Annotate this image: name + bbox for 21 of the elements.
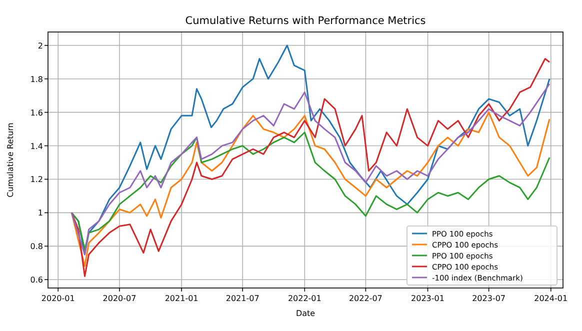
y-axis-title: Cumulative Return [6,122,15,198]
y-tick-label: 1.2 [30,175,43,184]
y-tick-label: 1 [38,208,43,218]
x-tick-label: 2021-07 [226,294,260,303]
x-tick-label: 2024-01 [534,294,568,303]
x-tick-label: 2020-01 [41,294,75,303]
y-tick-label: 0.8 [30,242,43,252]
y-tick-label: 1.4 [30,142,43,151]
line-series [70,132,550,250]
x-axis-title: Date [296,309,316,318]
x-tick-label: 2023-07 [472,294,506,303]
x-tick-label: 2020-07 [102,294,136,303]
x-tick-label: 2022-07 [348,294,382,303]
y-tick-label: 1.8 [30,74,43,84]
y-tick-label: 1.6 [30,108,43,118]
y-tick-label: 2 [38,41,43,50]
chart-title: Cumulative Returns with Performance Metrics [185,15,426,27]
y-tick-label: 0.6 [30,276,43,285]
x-tick-label: 2023-01 [411,294,444,303]
x-tick-label: 2021-01 [164,294,198,303]
x-tick-label: 2022-01 [288,294,322,303]
